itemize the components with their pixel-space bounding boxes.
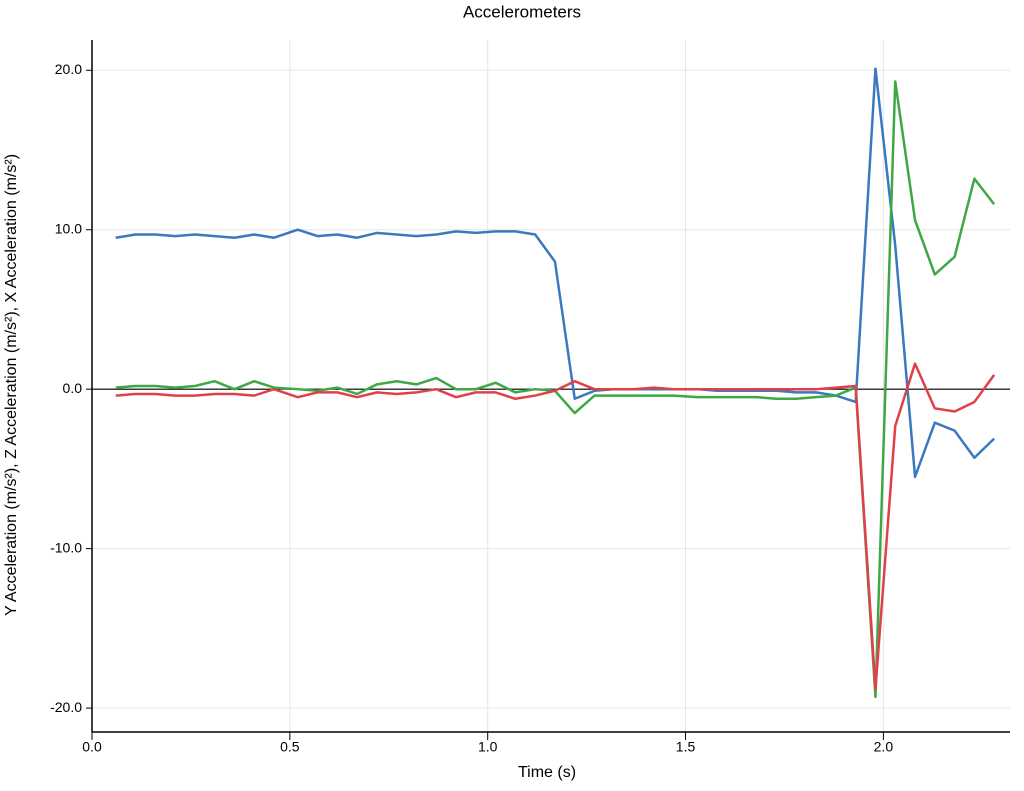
y-tick-label: 0.0 <box>63 380 83 396</box>
y-tick-label: -10.0 <box>50 539 82 555</box>
y-tick-label: -20.0 <box>50 699 82 715</box>
data-line <box>115 67 996 479</box>
y-tick-label: 10.0 <box>55 220 82 236</box>
x-tick-label: 2.0 <box>874 739 894 755</box>
x-tick-label: 1.0 <box>478 739 498 755</box>
x-axis-label: Time (s) <box>518 764 576 781</box>
x-tick-label: 0.5 <box>280 739 300 755</box>
x-tick-label: 1.5 <box>676 739 696 755</box>
y-axis-label: Y Acceleration (m/s²), Z Acceleration (m… <box>3 154 20 616</box>
chart-title: Accelerometers <box>463 2 581 21</box>
y-tick-label: 20.0 <box>55 61 82 77</box>
data-line <box>115 362 996 691</box>
x-tick-label: 0.0 <box>82 739 102 755</box>
